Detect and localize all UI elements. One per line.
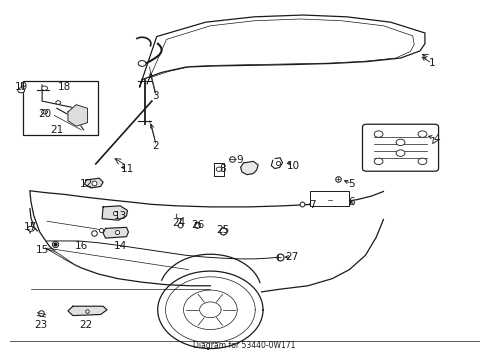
Text: 9: 9 (236, 155, 243, 165)
Circle shape (27, 226, 34, 231)
Text: 1: 1 (428, 58, 435, 68)
Text: 26: 26 (191, 220, 204, 230)
Circle shape (373, 131, 382, 137)
Polygon shape (240, 161, 258, 175)
Circle shape (41, 110, 47, 114)
Text: 16: 16 (74, 241, 87, 251)
Text: 7: 7 (309, 200, 315, 210)
Text: 15: 15 (36, 245, 49, 255)
Text: 6: 6 (348, 197, 354, 207)
Bar (310, 192, 348, 206)
Polygon shape (140, 15, 424, 87)
Text: 13: 13 (113, 211, 126, 221)
Circle shape (417, 131, 426, 137)
Text: 14: 14 (113, 241, 126, 251)
Circle shape (395, 139, 404, 145)
Text: 25: 25 (216, 225, 229, 235)
Text: 23: 23 (34, 320, 47, 330)
Text: 11: 11 (121, 164, 134, 174)
Text: 27: 27 (285, 252, 298, 262)
Circle shape (395, 150, 404, 156)
Text: Diagram for 53440-0W171: Diagram for 53440-0W171 (193, 341, 295, 350)
Polygon shape (102, 206, 127, 220)
Text: 18: 18 (58, 82, 71, 92)
Text: 22: 22 (79, 320, 92, 330)
Text: 24: 24 (172, 218, 185, 228)
Circle shape (216, 167, 222, 171)
Text: 12: 12 (79, 179, 92, 189)
Text: 8: 8 (219, 164, 225, 174)
Text: 3: 3 (152, 91, 159, 101)
Text: 21: 21 (50, 125, 63, 135)
Text: 5: 5 (348, 179, 354, 189)
Polygon shape (45, 248, 78, 267)
Circle shape (41, 86, 47, 90)
Text: 2: 2 (152, 141, 159, 151)
Text: 19: 19 (15, 82, 28, 92)
FancyBboxPatch shape (362, 124, 438, 171)
Text: 4: 4 (433, 134, 440, 144)
Polygon shape (103, 227, 128, 238)
Text: 17: 17 (24, 222, 38, 231)
Text: 20: 20 (38, 109, 51, 119)
Polygon shape (68, 105, 87, 126)
Circle shape (417, 158, 426, 165)
Circle shape (18, 88, 24, 93)
Polygon shape (68, 306, 107, 316)
Polygon shape (84, 178, 103, 188)
Circle shape (56, 101, 61, 104)
Circle shape (138, 60, 146, 66)
Bar (22, 81, 98, 135)
Polygon shape (214, 163, 224, 176)
Text: 10: 10 (286, 161, 299, 171)
Circle shape (373, 158, 382, 165)
